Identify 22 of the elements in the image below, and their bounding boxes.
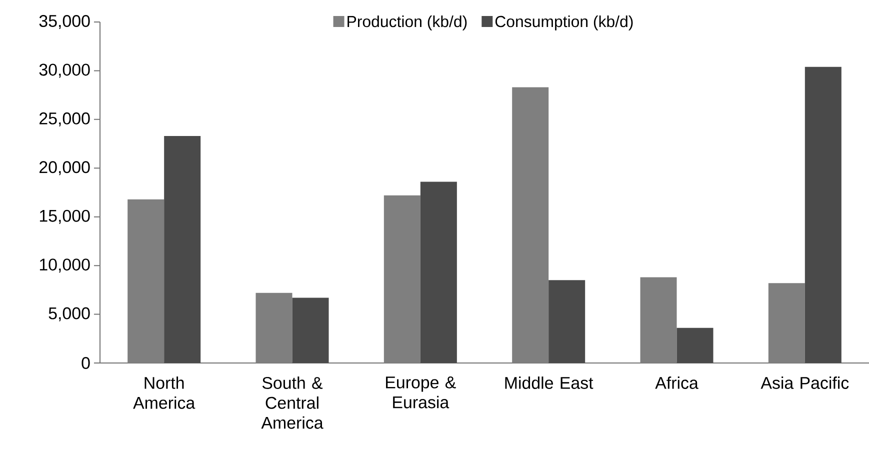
x-tick-label: Europe & Eurasia bbox=[386, 376, 456, 408]
bar bbox=[676, 328, 714, 363]
legend-label: Consumption (kb/d) bbox=[495, 15, 633, 30]
x-tick-label: Asia Pacific bbox=[760, 376, 849, 389]
bar bbox=[164, 136, 201, 363]
x-tick-label: Middle East bbox=[505, 376, 594, 389]
bar bbox=[548, 280, 586, 363]
y-tick-label: 25,000 bbox=[40, 112, 90, 126]
y-tick-label: 20,000 bbox=[40, 161, 90, 176]
x-tick-label: North America bbox=[133, 376, 196, 409]
legend-label: Production (kb/d) bbox=[348, 15, 467, 30]
y-tick-label: 30,000 bbox=[39, 64, 90, 78]
bar bbox=[804, 66, 842, 363]
bar bbox=[420, 182, 457, 363]
x-tick-label: Africa bbox=[655, 376, 698, 389]
y-tick-label: 5,000 bbox=[48, 307, 90, 322]
bar bbox=[292, 298, 329, 363]
y-tick-label: 10,000 bbox=[40, 258, 90, 273]
y-tick-label: 35,000 bbox=[39, 15, 90, 29]
y-tick-label: 15,000 bbox=[40, 210, 90, 224]
x-tick-label: South & Central America bbox=[261, 376, 324, 429]
y-tick-label: 0 bbox=[82, 357, 90, 369]
